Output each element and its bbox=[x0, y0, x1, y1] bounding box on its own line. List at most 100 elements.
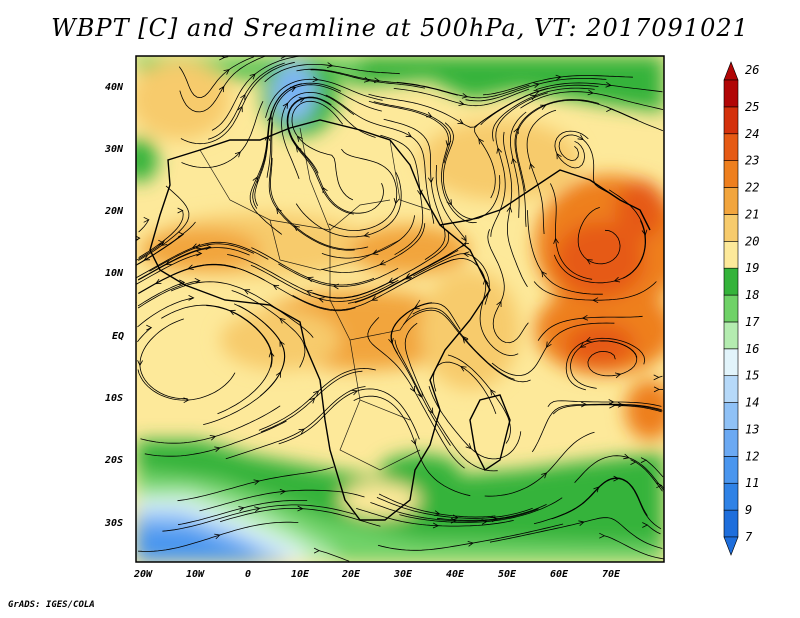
lon-label: 40E bbox=[446, 569, 465, 580]
streamline-arrow bbox=[490, 389, 496, 396]
streamline-arrow bbox=[276, 207, 282, 215]
streamline-arrow bbox=[533, 82, 540, 89]
streamline bbox=[647, 524, 661, 535]
streamline bbox=[206, 305, 273, 415]
streamline bbox=[139, 318, 188, 400]
streamline bbox=[368, 87, 549, 128]
colorbar-label: 17 bbox=[745, 315, 760, 329]
colorbar-label: 13 bbox=[745, 422, 759, 436]
streamline-arrow bbox=[613, 276, 621, 283]
streamline-arrow bbox=[280, 56, 287, 59]
streamline bbox=[250, 264, 399, 302]
streamline bbox=[137, 369, 236, 401]
streamline-arrow bbox=[606, 106, 613, 112]
streamline bbox=[383, 118, 446, 261]
streamline bbox=[436, 504, 547, 521]
streamline-arrow bbox=[218, 85, 225, 93]
streamline bbox=[565, 337, 646, 391]
streamline-arrow bbox=[279, 317, 286, 324]
colorbar-label: 14 bbox=[745, 396, 759, 410]
lon-axis: 20W 10W 0 10E 20E 30E 40E 50E 60E 70E bbox=[133, 569, 621, 580]
streamline-arrow bbox=[309, 397, 316, 404]
colorbar-label: 20 bbox=[745, 234, 759, 248]
streamline-arrow bbox=[460, 366, 467, 372]
streamline-arrow bbox=[617, 401, 624, 408]
streamline bbox=[321, 223, 426, 274]
streamline bbox=[138, 219, 150, 233]
streamline bbox=[554, 130, 589, 169]
streamline-arrow bbox=[282, 102, 289, 109]
streamline-arrow bbox=[432, 522, 439, 529]
streamline bbox=[278, 388, 420, 445]
streamline bbox=[140, 405, 281, 444]
lon-label: 30E bbox=[393, 569, 413, 580]
streamline-arrow bbox=[496, 147, 502, 154]
streamline bbox=[491, 322, 615, 376]
streamline-arrow bbox=[177, 207, 184, 214]
streamline bbox=[553, 220, 646, 284]
streamline bbox=[611, 108, 664, 132]
colorbar-label: 12 bbox=[745, 449, 759, 463]
streamline bbox=[137, 247, 250, 281]
streamline bbox=[252, 83, 303, 209]
colorbar-label: 26 bbox=[745, 63, 759, 77]
streamline-arrow bbox=[298, 428, 305, 435]
colorbar-label: 15 bbox=[745, 369, 759, 383]
streamline-arrow bbox=[427, 177, 434, 184]
colorbar-swatch bbox=[723, 402, 739, 430]
streamline-arrow bbox=[434, 510, 441, 516]
streamline bbox=[180, 61, 295, 145]
lon-label: 10E bbox=[291, 569, 310, 580]
streamline bbox=[211, 56, 300, 131]
streamline-arrow bbox=[555, 74, 562, 81]
streamline bbox=[535, 82, 663, 93]
streamline bbox=[510, 111, 527, 218]
streamline bbox=[138, 246, 211, 280]
streamline-arrow bbox=[388, 337, 394, 345]
streamline bbox=[161, 304, 273, 368]
streamline-arrow bbox=[195, 243, 202, 250]
streamline bbox=[489, 517, 663, 549]
streamline-arrow bbox=[641, 229, 648, 236]
colorbar-label: 24 bbox=[745, 127, 759, 141]
streamline-arrow bbox=[234, 151, 241, 158]
streamline-arrow bbox=[513, 127, 519, 134]
streamline bbox=[570, 340, 638, 389]
lon-label: 20W bbox=[133, 569, 153, 580]
streamline-arrow bbox=[546, 341, 552, 348]
streamline-arrow bbox=[312, 76, 319, 83]
streamline bbox=[370, 502, 539, 522]
streamline-arrow bbox=[529, 162, 535, 170]
streamline-arrow bbox=[187, 264, 194, 270]
streamline bbox=[514, 99, 600, 227]
streamline bbox=[492, 87, 595, 142]
streamline-arrow bbox=[540, 104, 547, 110]
streamline bbox=[278, 263, 399, 287]
streamline-arrow bbox=[161, 240, 168, 246]
colorbar-label: 23 bbox=[745, 154, 759, 168]
streamline bbox=[412, 307, 515, 380]
streamline-arrow bbox=[238, 506, 245, 512]
streamline bbox=[149, 243, 255, 272]
streamline bbox=[281, 91, 355, 179]
colorbar-swatch bbox=[723, 375, 739, 403]
streamline-arrow bbox=[496, 300, 502, 308]
streamline-arrow bbox=[214, 446, 221, 452]
lat-label: 10N bbox=[105, 268, 124, 279]
streamline-arrow bbox=[417, 189, 423, 196]
streamline-arrow bbox=[653, 374, 660, 381]
streamline bbox=[224, 56, 229, 58]
colorbar-swatch bbox=[723, 267, 739, 296]
streamline bbox=[231, 290, 306, 368]
streamline-arrow bbox=[313, 390, 320, 397]
streamline bbox=[295, 172, 402, 238]
streamline-arrow bbox=[409, 385, 416, 393]
streamline bbox=[403, 309, 531, 383]
streamline-arrow bbox=[450, 517, 457, 524]
colorbar-label: 25 bbox=[745, 100, 759, 114]
streamline-arrow bbox=[491, 516, 498, 523]
streamline-arrow bbox=[318, 297, 325, 303]
lon-label: 60E bbox=[550, 569, 569, 580]
streamline-arrow bbox=[243, 289, 251, 295]
streamline-arrow bbox=[511, 157, 517, 164]
